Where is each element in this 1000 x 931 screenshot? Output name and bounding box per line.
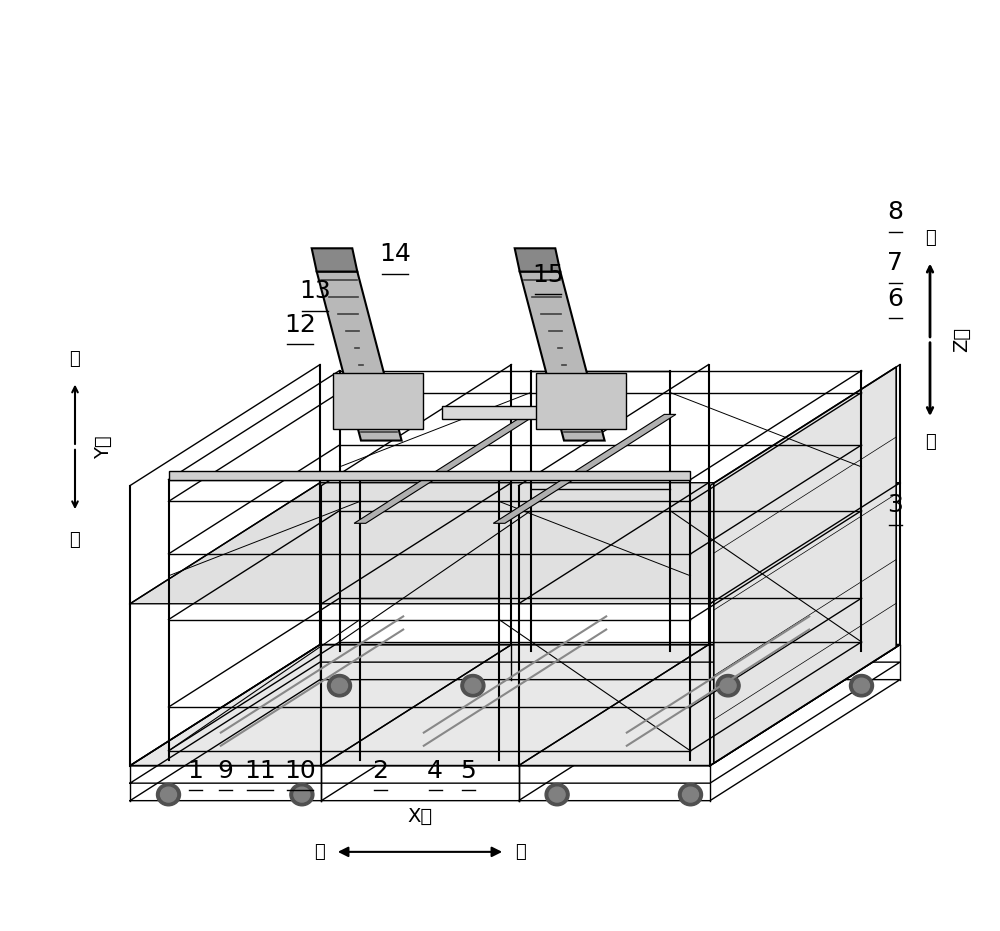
Circle shape <box>290 784 314 805</box>
Text: 7: 7 <box>887 251 903 276</box>
Text: Y轴: Y轴 <box>94 435 112 459</box>
Circle shape <box>465 678 481 693</box>
Polygon shape <box>520 272 605 440</box>
Text: Z轴: Z轴 <box>953 328 972 352</box>
Text: 14: 14 <box>379 242 411 266</box>
Text: 15: 15 <box>532 263 564 287</box>
Text: 10: 10 <box>284 759 316 783</box>
Text: 下: 下 <box>925 433 935 451</box>
Text: 9: 9 <box>217 759 233 783</box>
Circle shape <box>332 678 348 693</box>
Text: 3: 3 <box>887 493 903 518</box>
Text: 4: 4 <box>427 759 443 783</box>
Polygon shape <box>714 367 896 763</box>
Circle shape <box>156 784 180 805</box>
Text: 2: 2 <box>372 759 388 783</box>
Text: 后: 后 <box>70 350 80 368</box>
Text: 5: 5 <box>460 759 476 783</box>
Text: 1: 1 <box>187 759 203 783</box>
Text: 右: 右 <box>515 843 526 861</box>
Polygon shape <box>312 249 357 272</box>
Text: 11: 11 <box>244 759 276 783</box>
Circle shape <box>716 674 740 696</box>
Polygon shape <box>442 406 581 419</box>
Circle shape <box>853 678 870 693</box>
Circle shape <box>545 784 569 805</box>
Text: 12: 12 <box>284 313 316 337</box>
Text: 6: 6 <box>887 287 903 311</box>
Circle shape <box>549 787 565 803</box>
Polygon shape <box>130 482 900 603</box>
Polygon shape <box>317 272 402 440</box>
Circle shape <box>461 674 485 696</box>
Polygon shape <box>493 414 676 523</box>
Circle shape <box>294 787 310 803</box>
Circle shape <box>328 674 352 696</box>
Circle shape <box>160 787 176 803</box>
Text: 左: 左 <box>314 843 325 861</box>
Bar <box>333 373 423 429</box>
Circle shape <box>678 784 702 805</box>
Polygon shape <box>515 249 560 272</box>
Polygon shape <box>130 644 900 765</box>
Text: 前: 前 <box>70 531 80 548</box>
Circle shape <box>720 678 736 693</box>
Bar <box>536 373 626 429</box>
Text: 13: 13 <box>299 279 331 304</box>
Circle shape <box>849 674 874 696</box>
Text: 8: 8 <box>887 200 903 224</box>
Polygon shape <box>168 471 690 479</box>
Circle shape <box>682 787 698 803</box>
Text: X轴: X轴 <box>407 807 433 826</box>
Polygon shape <box>354 414 537 523</box>
Text: 上: 上 <box>925 229 935 247</box>
